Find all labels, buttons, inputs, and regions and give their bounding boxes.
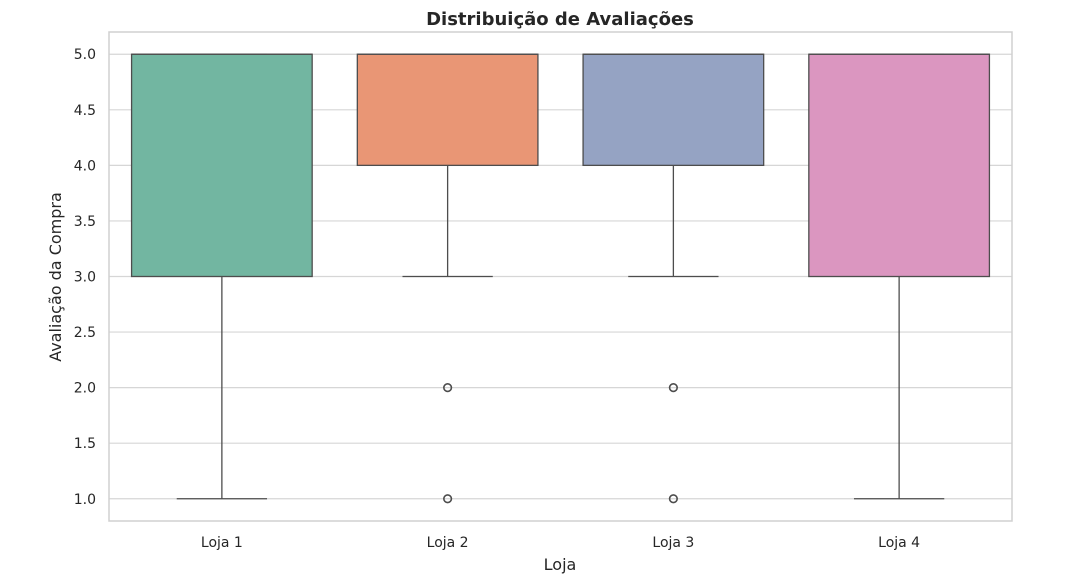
- box-group: [582, 53, 765, 504]
- box-group: [130, 53, 313, 500]
- x-tick-label: Loja 1: [201, 535, 243, 551]
- y-tick-label: 5.0: [74, 47, 96, 63]
- plot-frame: [108, 31, 1013, 522]
- iqr-box: [130, 53, 313, 278]
- y-axis-label: Avaliação da Compra: [46, 192, 65, 362]
- y-tick-label: 3.0: [74, 270, 96, 286]
- x-tick-label: Loja 4: [878, 535, 920, 551]
- outlier-point: [443, 383, 453, 393]
- chart-title: Distribuição de Avaliações: [426, 9, 694, 30]
- box-group: [808, 53, 991, 500]
- y-tick-labels: 1.0 1.5 2.0 2.5 3.0 3.5 4.0 4.5 5.0: [74, 47, 96, 508]
- iqr-box: [356, 53, 539, 167]
- y-tick-label: 2.5: [74, 325, 96, 341]
- y-tick-label: 2.0: [74, 381, 96, 397]
- x-axis-label: Loja: [544, 555, 577, 574]
- iqr-box: [808, 53, 991, 278]
- x-tick-label: Loja 3: [652, 535, 694, 551]
- y-tick-label: 3.5: [74, 214, 96, 230]
- box-group: [356, 53, 539, 504]
- boxes-layer: [130, 53, 991, 504]
- outlier-point: [668, 383, 678, 393]
- x-tick-label: Loja 2: [427, 535, 469, 551]
- outlier-point: [443, 494, 453, 504]
- iqr-box: [582, 53, 765, 167]
- y-tick-label: 4.5: [74, 103, 96, 119]
- y-tick-label: 1.5: [74, 436, 96, 452]
- x-tick-labels: Loja 1 Loja 2 Loja 3 Loja 4: [201, 535, 920, 551]
- y-tick-label: 4.0: [74, 158, 96, 174]
- outlier-point: [668, 494, 678, 504]
- y-tick-label: 1.0: [74, 492, 96, 508]
